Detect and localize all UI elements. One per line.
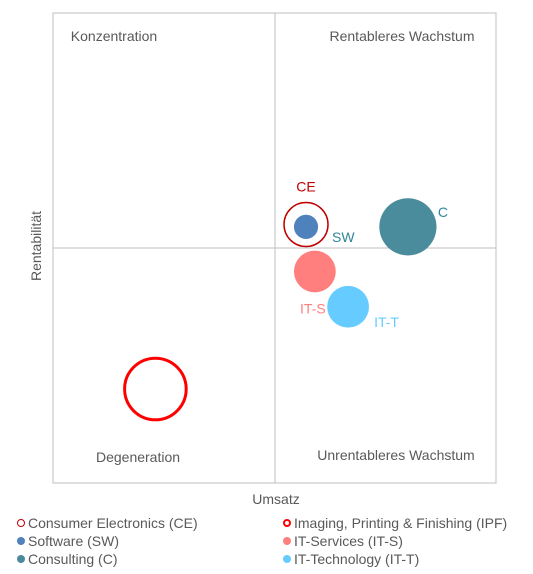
bubble-label-it-t: IT-T xyxy=(374,314,399,330)
legend-label-it-s: IT-Services (IT-S) xyxy=(294,533,403,549)
portfolio-chart: Konzentration Rentableres Wachstum Degen… xyxy=(28,12,497,507)
legend-marker-it-s xyxy=(283,537,291,545)
bubble-it-s xyxy=(293,250,336,293)
legend-item-c: Consulting (C) xyxy=(17,551,117,567)
y-axis-label: Rentabilität xyxy=(28,211,44,281)
legend-item-it-t: IT-Technology (IT-T) xyxy=(283,551,419,567)
quadrant-label-top-left: Konzentration xyxy=(71,28,157,44)
bubble-layer xyxy=(123,198,437,422)
quadrant-label-top-right: Rentableres Wachstum xyxy=(330,28,475,44)
bubble-label-c: C xyxy=(438,204,448,220)
bubble-ce xyxy=(283,201,329,248)
bubble-sw xyxy=(293,214,319,239)
bubble-label-ce: CE xyxy=(296,179,315,195)
bubble-ipf xyxy=(123,356,188,422)
legend-marker-ipf xyxy=(283,519,291,527)
bubble-it-t xyxy=(327,285,369,328)
legend-item-ce: Consumer Electronics (CE) xyxy=(17,515,198,531)
legend-label-sw: Software (SW) xyxy=(28,533,120,549)
legend-marker-it-t xyxy=(283,555,291,563)
legend-label-it-t: IT-Technology (IT-T) xyxy=(294,551,420,567)
bubble-label-sw: SW xyxy=(332,229,355,245)
legend-label-ipf: Imaging, Printing & Finishing (IPF) xyxy=(294,515,508,531)
legend-item-it-s: IT-Services (IT-S) xyxy=(283,533,403,549)
legend-item-sw: Software (SW) xyxy=(17,533,119,549)
legend-marker-sw xyxy=(17,537,25,545)
legend-label-c: Consulting (C) xyxy=(28,551,118,567)
bubble-c xyxy=(379,198,437,256)
quadrant-label-bottom-left: Degeneration xyxy=(96,449,180,465)
bubble-label-layer: C IT-T IT-S CE SW xyxy=(296,179,448,330)
legend-marker-c xyxy=(17,555,25,563)
quadrant-label-bottom-right: Unrentableres Wachstum xyxy=(317,447,474,463)
legend-item-ipf: Imaging, Printing & Finishing (IPF) xyxy=(283,515,507,531)
legend-label-ce: Consumer Electronics (CE) xyxy=(28,515,198,531)
legend: Consumer Electronics (CE) Imaging, Print… xyxy=(0,512,533,574)
legend-marker-ce xyxy=(17,519,25,527)
bubble-label-it-s: IT-S xyxy=(300,301,326,317)
x-axis-label: Umsatz xyxy=(252,491,299,507)
